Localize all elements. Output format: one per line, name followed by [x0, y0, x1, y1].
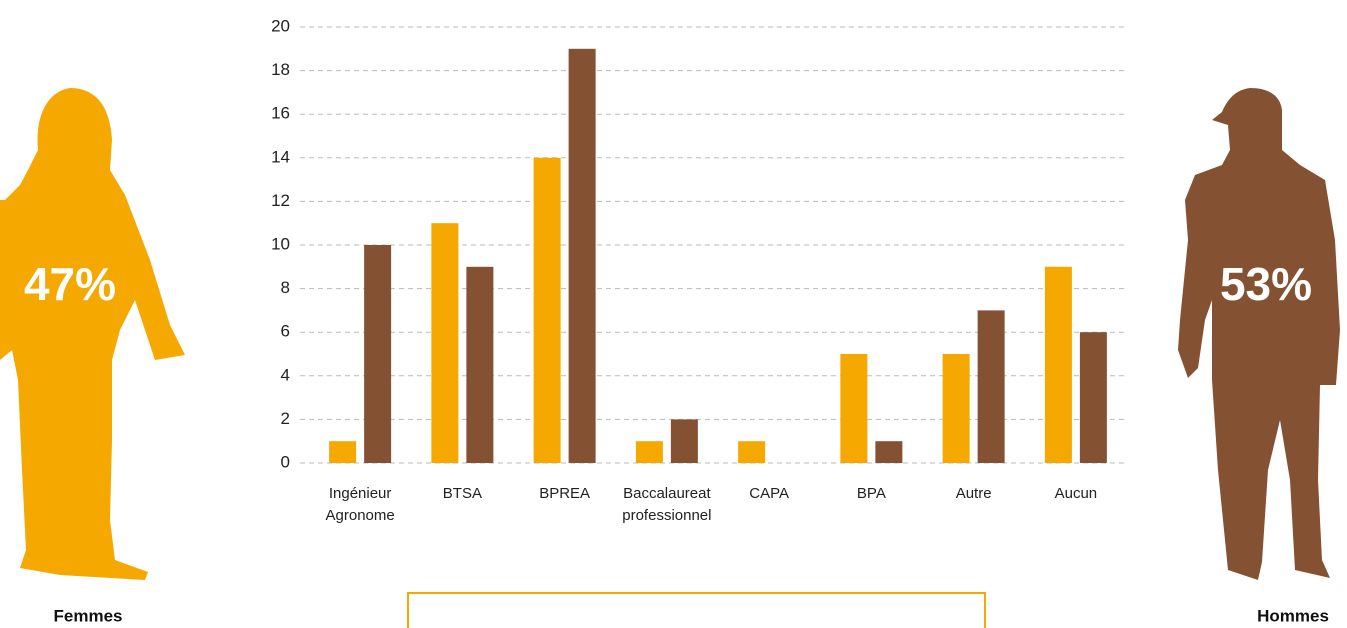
woman-silhouette — [0, 88, 185, 580]
x-tick-label: Autre — [956, 485, 992, 502]
x-tick-line: professionnel — [622, 507, 711, 524]
legend-label: Hommes — [1257, 606, 1329, 625]
text-box — [408, 593, 985, 628]
bar — [738, 441, 765, 463]
bar — [431, 223, 458, 463]
bar — [466, 267, 493, 463]
y-tick-label: 18 — [271, 60, 290, 79]
man-silhouette — [1178, 88, 1340, 580]
bar — [943, 354, 970, 463]
bar — [671, 419, 698, 463]
bar — [978, 310, 1005, 463]
x-tick-label: Ingénieur Agronome — [326, 485, 395, 524]
y-tick-label: 2 — [281, 409, 290, 428]
share-label: 47% — [24, 258, 116, 310]
x-tick-line: Agronome — [326, 507, 395, 524]
y-tick-label: 0 — [281, 452, 290, 471]
bar — [636, 441, 663, 463]
x-tick-label: BPREA — [539, 485, 590, 502]
bar — [875, 441, 902, 463]
x-tick-label: BTSA — [443, 485, 482, 502]
legend-label: Femmes — [54, 606, 123, 625]
y-tick-label: 8 — [281, 278, 290, 297]
bar — [1080, 332, 1107, 463]
x-tick-label: CAPA — [749, 485, 789, 502]
y-tick-label: 4 — [281, 365, 290, 384]
y-tick-label: 6 — [281, 322, 290, 341]
x-tick-label: Aucun — [1055, 485, 1098, 502]
y-tick-label: 12 — [271, 191, 290, 210]
share-label: 53% — [1220, 258, 1312, 310]
bar — [534, 158, 561, 463]
bar — [329, 441, 356, 463]
x-tick-label: Baccalaureat professionnel — [622, 485, 711, 524]
x-tick-label: BPA — [857, 485, 886, 502]
y-tick-label: 16 — [271, 104, 290, 123]
x-tick-line: Ingénieur — [329, 485, 392, 502]
y-tick-label: 10 — [271, 234, 290, 253]
y-tick-label: 14 — [271, 147, 290, 166]
bar — [1045, 267, 1072, 463]
bar — [569, 49, 596, 463]
bar — [840, 354, 867, 463]
x-tick-line: Baccalaureat — [623, 485, 711, 502]
page: 47% 53% Femmes Hommes 0 2 4 6 8 10 12 14 16 18 20 I… — [0, 0, 1347, 628]
bar — [364, 245, 391, 463]
y-tick-label: 20 — [271, 16, 290, 35]
